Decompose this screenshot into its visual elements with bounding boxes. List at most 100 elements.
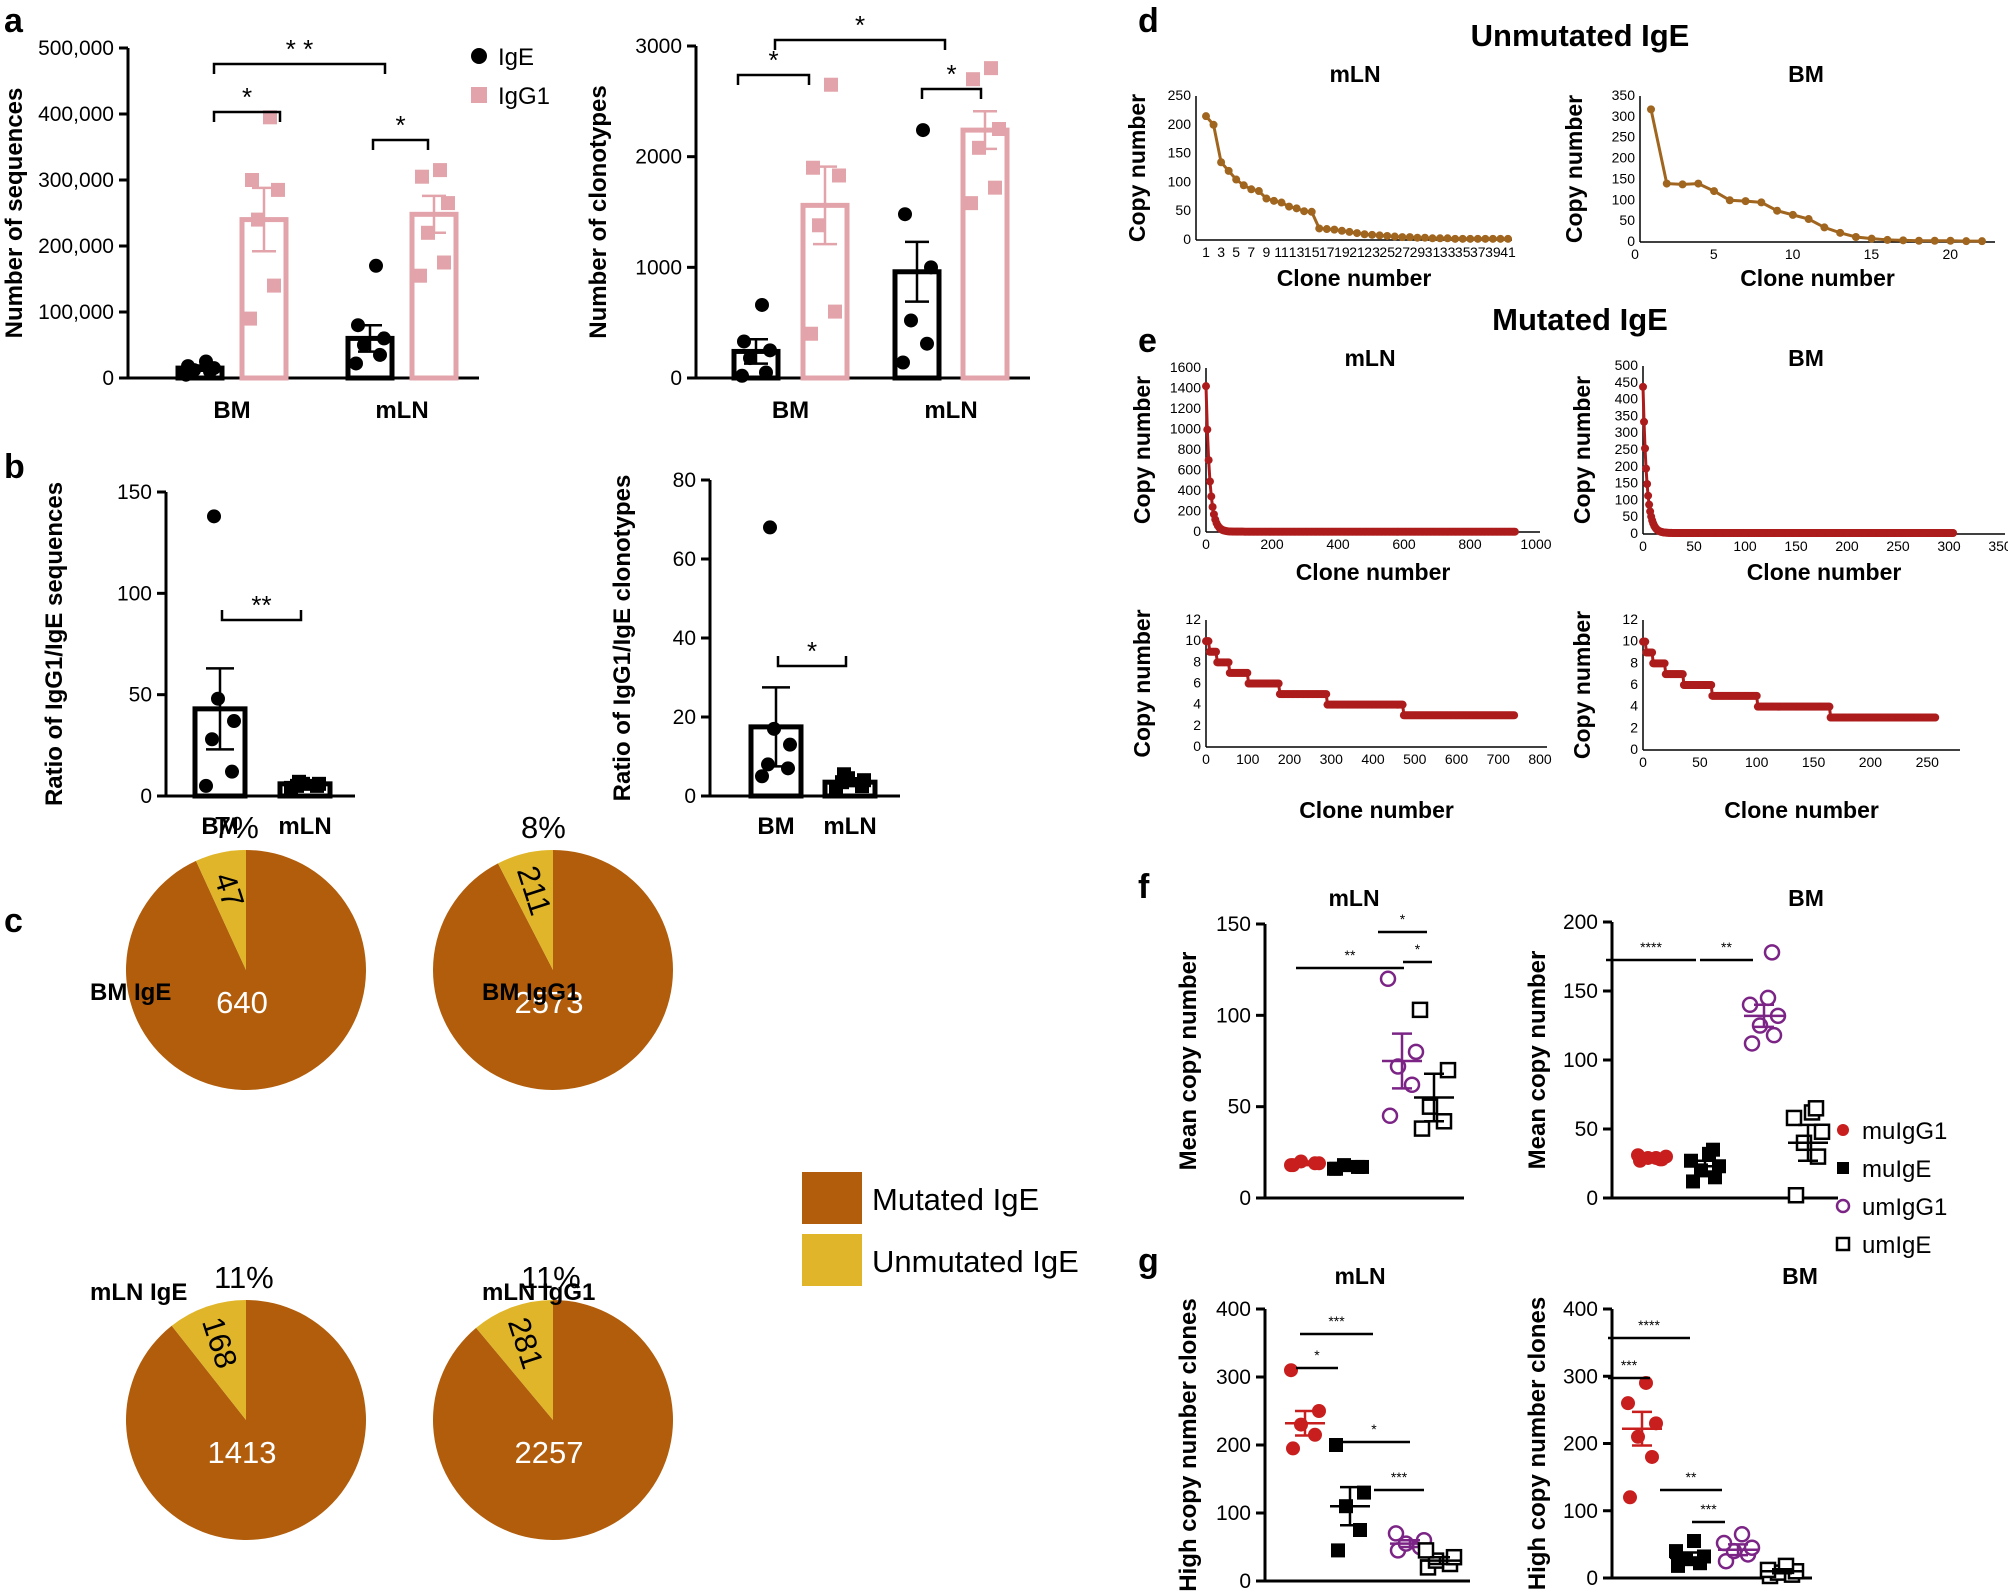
a2-point: [966, 72, 980, 87]
d1-point: [1277, 198, 1286, 207]
a2-y-tick-label: 2000: [635, 146, 682, 169]
d1-point: [1217, 158, 1226, 167]
d1-x-tick-label: 27: [1395, 244, 1411, 260]
d1-point: [1315, 224, 1324, 233]
e3-y-tick-label: 4: [1193, 696, 1201, 712]
d2-point: [1804, 215, 1813, 224]
a1-ylabel: Number of sequences: [1, 88, 28, 339]
a1-point: [433, 163, 447, 178]
e3-y-tick-label: 12: [1185, 611, 1201, 627]
e1-xlabel: Clone number: [1296, 559, 1451, 585]
b2-category-label: BM: [757, 813, 794, 840]
a2-point: [988, 180, 1002, 195]
d1-ylabel: Copy number: [1124, 94, 1150, 242]
f2-y-tick-label: 100: [1563, 1049, 1598, 1072]
a1-point: [271, 182, 285, 197]
a2-point: [812, 218, 826, 233]
f1-sig-1-label: **: [1345, 947, 1356, 963]
pie-mutated-value: 640: [216, 985, 268, 1020]
g2-sig-1-label: ****: [1638, 1317, 1660, 1333]
e3-x-tick-label: 400: [1361, 751, 1385, 767]
e3-x-tick-label: 800: [1528, 751, 1552, 767]
section-title-mutated: Mutated IgE: [1492, 302, 1668, 337]
d1-point: [1488, 234, 1497, 243]
e4-y-tick-label: 10: [1622, 633, 1638, 649]
d1-point: [1405, 233, 1414, 242]
a1-point: [351, 318, 365, 333]
panel-letter-d: d: [1138, 2, 1159, 40]
b1-category-label: BM: [201, 813, 238, 840]
d2-y-tick-label: 250: [1612, 129, 1636, 145]
pie-percent: 11%: [521, 1260, 581, 1295]
f1-point-muIgE: [1327, 1161, 1341, 1176]
f2-point-umIgG1: [1759, 989, 1777, 1007]
e3-xlabel: Clone number: [1299, 797, 1454, 823]
e3-point: [1212, 647, 1221, 656]
e3-ylabel: Copy number: [1129, 609, 1155, 757]
d2-point: [1741, 197, 1750, 206]
b2-category-label: mLN: [823, 813, 876, 840]
d2-x-tick-label: 20: [1942, 246, 1958, 262]
legend-umIgE-label: umIgE: [1862, 1232, 1931, 1259]
a1-y-tick-label: 400,000: [38, 103, 114, 126]
pie-percent: 8%: [521, 810, 566, 845]
f2-sig-2-label: **: [1721, 939, 1732, 955]
legend-unmutated-label: Unmutated IgE: [872, 1244, 1079, 1279]
g1-y-tick-label: 100: [1216, 1502, 1251, 1525]
d2-x-tick-label: 15: [1864, 246, 1880, 262]
e1-x-tick-label: 600: [1392, 536, 1416, 552]
legend-umIgG1-marker: [1835, 1198, 1851, 1214]
d2-point: [1962, 237, 1971, 246]
f2-y-tick-label: 200: [1563, 911, 1598, 934]
b1-ylabel: Ratio of IgG1/IgE sequences: [41, 482, 68, 806]
d2-point: [1757, 198, 1766, 207]
g2-point-muIgG1: [1639, 1375, 1653, 1390]
e1-x-tick-label: 800: [1458, 536, 1482, 552]
a2-point: [759, 365, 773, 380]
a1-point: [413, 268, 427, 283]
b1-y-tick-label: 150: [117, 481, 152, 504]
legend-mutated-label: Mutated IgE: [872, 1182, 1039, 1217]
a1-sig-1-bracket: [212, 110, 282, 122]
d1-x-tick-label: 29: [1410, 244, 1426, 260]
legend-ige-label: IgE: [498, 44, 534, 71]
d2-ylabel: Copy number: [1561, 95, 1587, 243]
e2-y-tick-label: 350: [1615, 407, 1639, 423]
a2-bar-IgG1-mLN: [960, 127, 1010, 381]
a2-point: [904, 313, 918, 328]
b1-point: [292, 774, 306, 789]
d1-point: [1232, 175, 1241, 184]
d2-point: [1867, 234, 1876, 243]
g1-point-umIgE: [1417, 1542, 1435, 1559]
f1-y-tick-label: 0: [1239, 1187, 1251, 1210]
e1-x-tick-label: 400: [1326, 536, 1350, 552]
a1-y-tick-label: 200,000: [38, 235, 114, 258]
d1-point: [1307, 207, 1316, 216]
e4-point: [1707, 681, 1716, 689]
b2-y-tick-label: 40: [673, 627, 696, 650]
a2-point: [916, 123, 930, 138]
d1-point: [1292, 204, 1301, 213]
b2-y-tick-label: 80: [673, 469, 696, 492]
d2-x-tick-label: 5: [1710, 246, 1718, 262]
d2-y-tick-label: 50: [1619, 212, 1635, 228]
a2-y-tick-label: 1000: [635, 256, 682, 279]
a2-sig-1-bracket: [736, 73, 811, 85]
e4-point: [1641, 637, 1650, 646]
e4-y-tick-label: 4: [1630, 698, 1638, 714]
section-title-unmutated: Unmutated IgE: [1471, 18, 1690, 53]
b1-point: [199, 778, 213, 793]
d1-point: [1239, 181, 1248, 190]
e1-y-tick-label: 1000: [1170, 421, 1201, 437]
d1-point: [1375, 231, 1384, 240]
e1-x-tick-label: 0: [1202, 536, 1210, 552]
d2-point: [1820, 223, 1829, 232]
d2-point: [1883, 235, 1892, 244]
g2-sig-3-label: **: [1686, 1469, 1697, 1485]
f1-point-umIgE: [1413, 1120, 1431, 1137]
d1-x-tick-label: 5: [1232, 244, 1240, 260]
legend-mutated-swatch: [802, 1172, 862, 1224]
d2-point: [1647, 105, 1655, 114]
e2-y-tick-label: 0: [1630, 525, 1638, 541]
e2-y-tick-label: 150: [1615, 475, 1639, 491]
